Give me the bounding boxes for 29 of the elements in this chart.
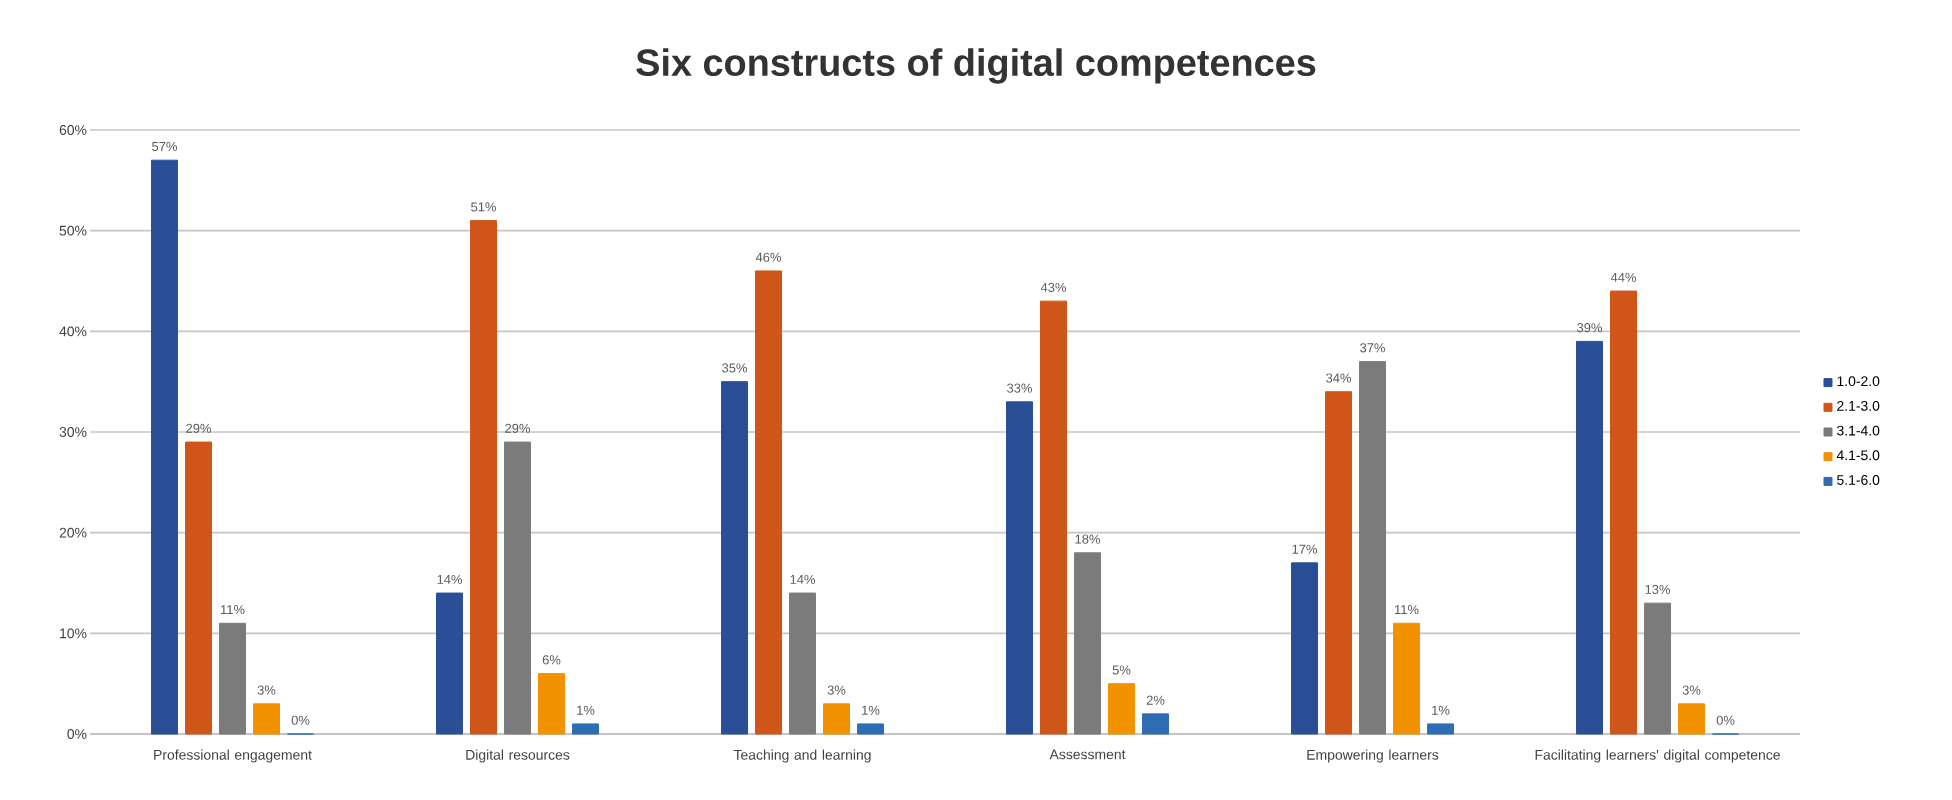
- bar: [1142, 713, 1170, 735]
- bar: [1006, 401, 1034, 735]
- bar: [721, 381, 749, 735]
- bar: [436, 592, 464, 735]
- bar: [572, 723, 600, 735]
- bar: [1074, 552, 1102, 735]
- bar: [1610, 290, 1638, 735]
- bar: [857, 723, 885, 735]
- bar: [823, 703, 851, 735]
- bar: [755, 270, 783, 735]
- bar: [1427, 723, 1455, 735]
- bar: [1678, 703, 1706, 735]
- bar: [504, 441, 532, 735]
- bar: [1393, 622, 1421, 735]
- bar: [185, 441, 213, 735]
- bar: [470, 220, 498, 735]
- bar: [1040, 300, 1068, 735]
- bar: [1325, 391, 1353, 735]
- bar: [253, 703, 281, 735]
- bar: [789, 592, 817, 735]
- bar: [1644, 602, 1672, 735]
- bar: [1576, 340, 1604, 735]
- bar: [151, 159, 179, 735]
- bar: [1108, 683, 1136, 735]
- chart-title: Six constructs of digital competences: [636, 48, 1316, 84]
- bar: [538, 673, 566, 735]
- bar: [1291, 562, 1319, 735]
- bar: [1359, 361, 1387, 735]
- bar: [219, 622, 247, 735]
